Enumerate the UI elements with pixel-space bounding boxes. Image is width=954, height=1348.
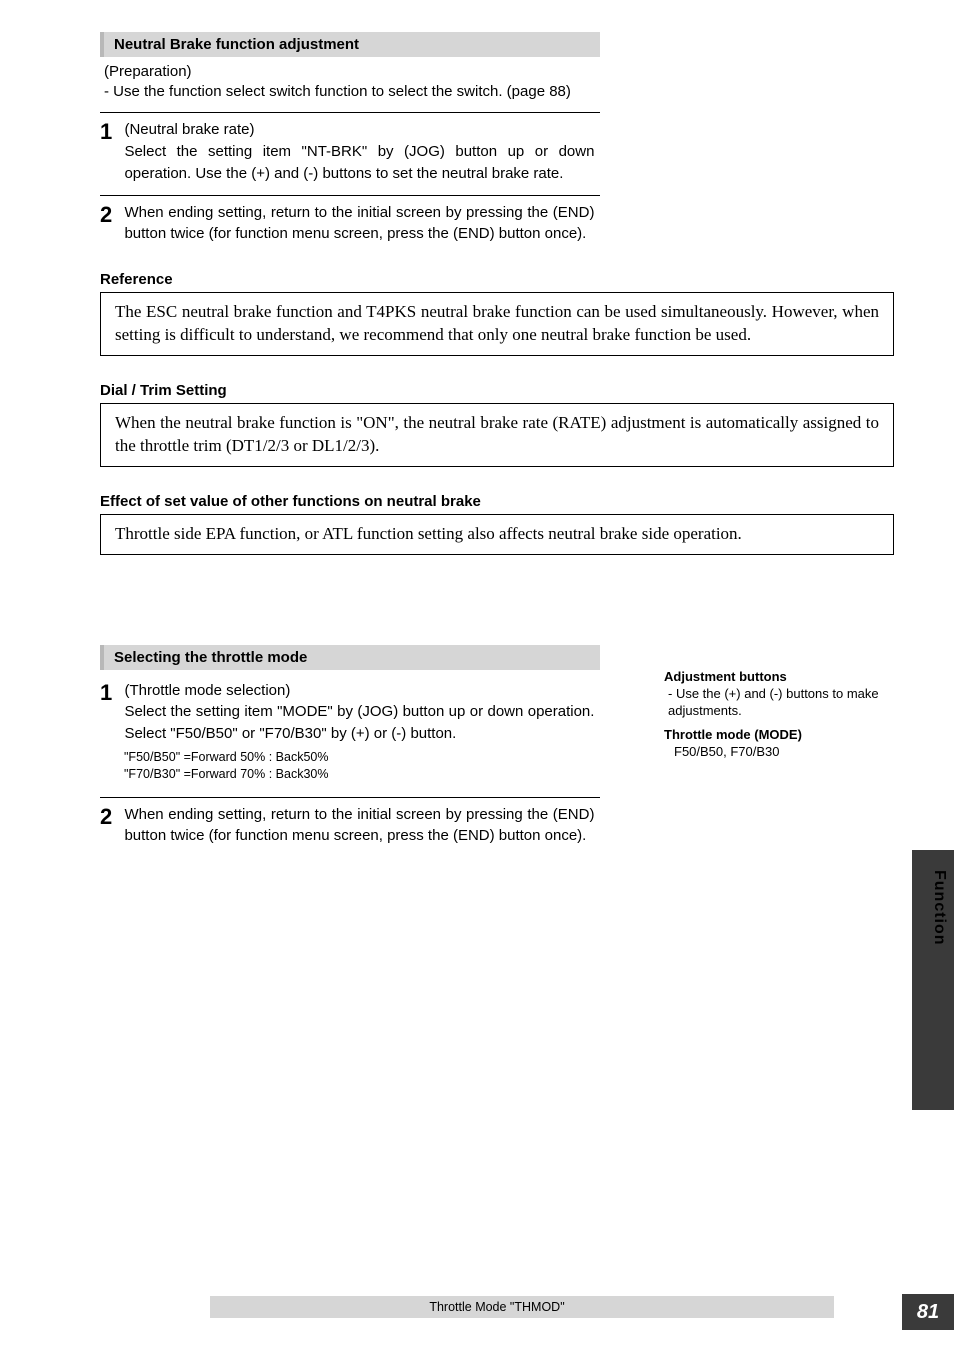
step-2-number: 2	[100, 202, 120, 228]
dialtrim-box: When the neutral brake function is "ON",…	[100, 403, 894, 467]
throttle-code-2: "F70/B30" =Forward 70% : Back30%	[124, 766, 600, 783]
adjustment-buttons-body: - Use the (+) and (-) buttons to make ad…	[664, 686, 914, 720]
throttle-mode-heading: Throttle mode (MODE)	[664, 727, 914, 742]
step-1-block: 1 (Neutral brake rate) Select the settin…	[100, 112, 600, 184]
preparation-label: (Preparation)	[104, 63, 894, 80]
throttle-step-2-number: 2	[100, 804, 120, 830]
step-2-block: 2 When ending setting, return to the ini…	[100, 195, 600, 246]
section-header-neutral-brake: Neutral Brake function adjustment	[100, 32, 600, 57]
footer-bar: Throttle Mode "THMOD"	[100, 1296, 894, 1322]
footer-text: Throttle Mode "THMOD"	[100, 1300, 894, 1314]
reference-box: The ESC neutral brake function and T4PKS…	[100, 292, 894, 356]
adjustment-buttons-heading: Adjustment buttons	[664, 669, 914, 684]
throttle-step-1-body: Select the setting item "MODE" by (JOG) …	[124, 703, 594, 742]
effect-heading: Effect of set value of other functions o…	[100, 493, 894, 510]
step-2-body: When ending setting, return to the initi…	[124, 202, 594, 246]
preparation-body: - Use the function select switch functio…	[104, 82, 604, 102]
throttle-step-2-body: When ending setting, return to the initi…	[124, 804, 594, 848]
throttle-code-1: "F50/B50" =Forward 50% : Back50%	[124, 749, 600, 766]
dialtrim-heading: Dial / Trim Setting	[100, 382, 894, 399]
throttle-step-1-block: 1 (Throttle mode selection) Select the s…	[100, 676, 600, 783]
step-1-label: (Neutral brake rate)	[124, 121, 254, 138]
step-1-body: Select the setting item "NT-BRK" by (JOG…	[124, 143, 594, 182]
right-column: Adjustment buttons - Use the (+) and (-)…	[664, 669, 914, 770]
throttle-step-1-number: 1	[100, 680, 120, 706]
reference-heading: Reference	[100, 271, 894, 288]
side-tab-label: Function	[930, 870, 948, 946]
throttle-step-2-block: 2 When ending setting, return to the ini…	[100, 797, 600, 848]
section-header-throttle-mode: Selecting the throttle mode	[100, 645, 600, 670]
throttle-step-1-label: (Throttle mode selection)	[124, 682, 290, 699]
page-number: 81	[902, 1294, 954, 1330]
throttle-mode-body: F50/B50, F70/B30	[664, 744, 914, 761]
effect-box: Throttle side EPA function, or ATL funct…	[100, 514, 894, 555]
step-1-number: 1	[100, 119, 120, 145]
